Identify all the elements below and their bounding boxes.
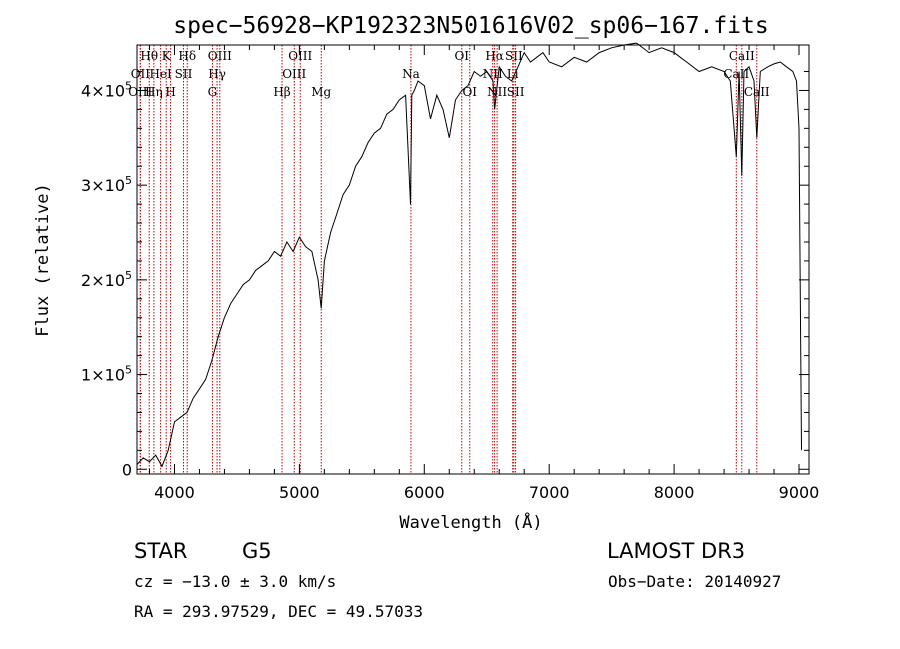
line-marker-label: NII [483,67,503,81]
x-tick-label: 7000 [529,483,570,502]
line-marker-label: H [165,85,175,99]
line-marker-label: OII [131,67,151,81]
line-marker-label: SII [175,67,193,81]
line-marker-label: HeI [149,67,172,81]
line-marker-label: Hδ [178,49,196,63]
x-tick-label: 9000 [779,483,820,502]
line-marker-label: Hθ [140,49,158,63]
x-axis-label: Wavelength (Å) [399,511,542,533]
y-axis-label: Flux (relative) [33,183,53,337]
line-marker-label: CaII [729,49,755,63]
line-marker-label: SII [505,49,523,63]
y-tick-exponent: 5 [125,174,132,187]
y-tick-mantissa: 3×10 [81,176,125,195]
y-tick-mantissa: 2×10 [81,271,125,290]
line-marker-label: Li [507,67,519,81]
y-tick-mantissa: 4×10 [81,81,125,100]
line-marker-label: Hγ [208,67,226,81]
y-tick-label: 1×105 [81,364,132,385]
x-tick-label: 8000 [654,483,695,502]
y-tick-label: 2×105 [81,269,132,290]
axis-ticks: 4000 5000 6000 7000 8000 900001×1052×1053×105… [81,45,819,502]
observation-date: Obs−Date: 20140927 [608,572,782,591]
line-marker-label: Na [402,67,420,81]
y-tick-mantissa: 0 [122,460,132,479]
object-subclass: G5 [242,539,272,563]
y-tick-exponent: 5 [125,79,132,92]
y-tick-label: 4×105 [81,79,132,100]
line-marker-label: CaII [744,85,770,99]
y-tick-exponent: 5 [125,269,132,282]
plot-frame [136,44,810,475]
line-marker-label: K [162,49,172,63]
y-tick-label: 0 [122,460,132,479]
coordinates: RA = 293.97529, DEC = 49.57033 [134,602,423,621]
survey-name: LAMOST DR3 [607,539,746,563]
y-tick-mantissa: 1×10 [81,366,125,385]
line-marker-label: OIII [282,67,306,81]
line-marker-label: CaII [723,67,749,81]
line-marker-label: OIII [128,85,152,99]
line-marker-label: Hα [485,49,504,63]
line-marker-label: OI [454,49,469,63]
line-marker-label: NII [487,85,507,99]
line-marker-label: SII [507,85,525,99]
x-tick-label: 5000 [279,483,320,502]
line-marker-label: Mg [311,85,331,99]
line-marker-label: OIII [208,49,232,63]
y-tick-label: 3×105 [81,174,132,195]
line-marker-label: OI [462,85,477,99]
x-tick-label: 4000 [154,483,195,502]
y-tick-exponent: 5 [125,364,132,377]
line-marker-label: Hη [145,85,163,99]
line-marker-label: G [208,85,218,99]
x-tick-label: 6000 [404,483,445,502]
redshift-velocity: cz = −13.0 ± 3.0 km/s [134,572,337,591]
line-marker-label: Hβ [273,85,290,99]
spectrum-line [136,42,802,468]
line-marker-label: OIII [288,49,312,63]
object-class: STAR [134,539,188,563]
chart-title: spec−56928−KP192323N501616V02_sp06−167.f… [173,13,768,39]
